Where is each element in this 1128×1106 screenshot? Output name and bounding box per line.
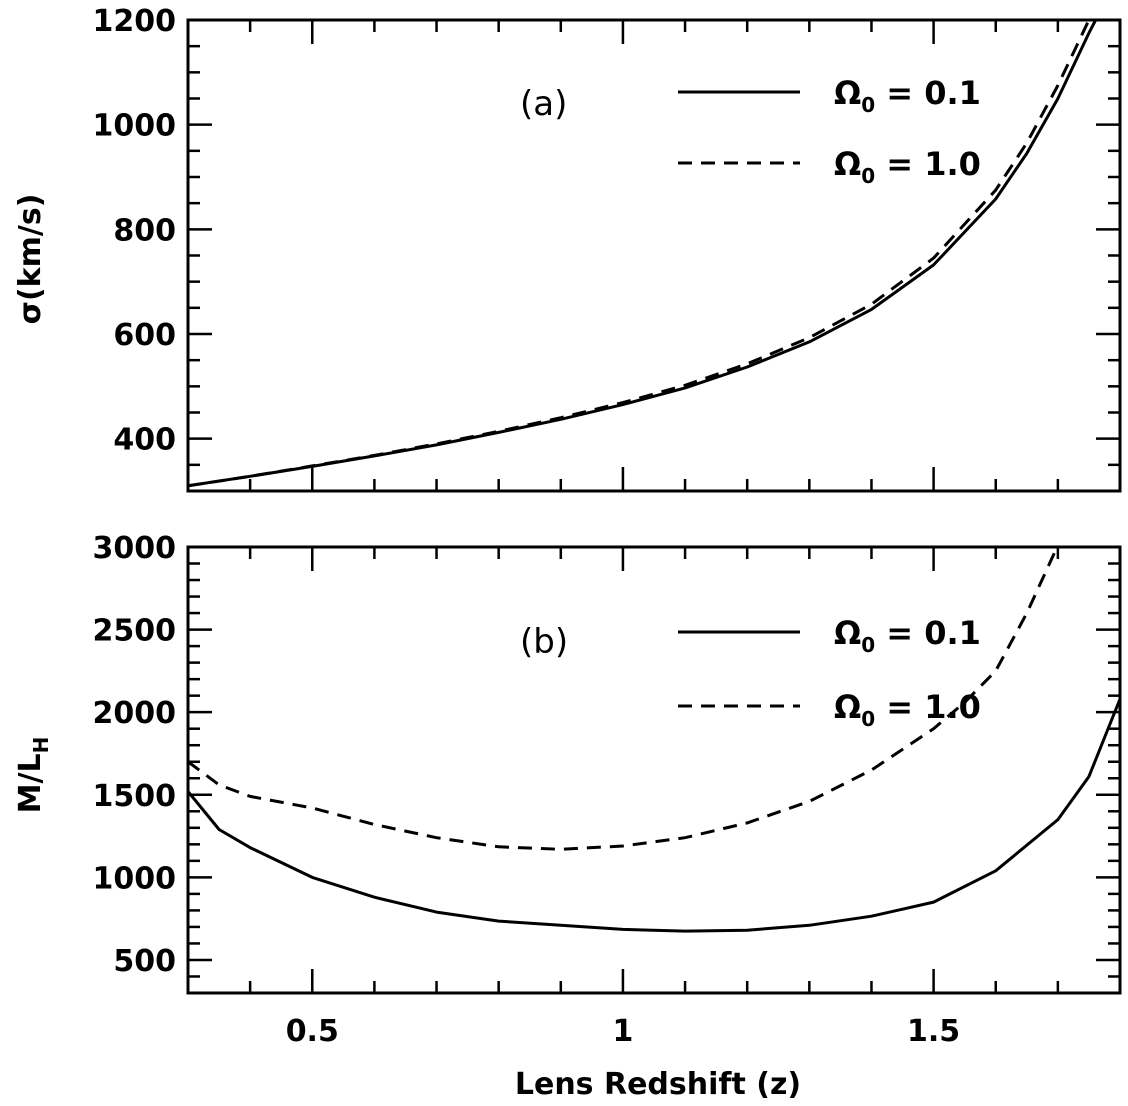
- legend-symbol: Ω: [834, 614, 861, 652]
- panel-a-legend-label: Ω0 = 1.0: [834, 145, 981, 188]
- panel-b-ytick-label: 2000: [93, 696, 177, 731]
- panel-b-ylabel-sub: H: [29, 737, 53, 754]
- panel-b-series-omega-0-1-line: [188, 698, 1120, 933]
- legend-symbol: Ω: [834, 74, 861, 112]
- panel-b-ylabel-main: M/L: [13, 753, 48, 813]
- legend-value: = 1.0: [875, 145, 981, 183]
- panel-a-ytick-label: 800: [113, 213, 176, 248]
- panel-b-legend-label: Ω0 = 0.1: [834, 614, 981, 657]
- x-tick-label: 1.5: [907, 1014, 960, 1049]
- legend-value: = 0.1: [875, 74, 981, 112]
- panel-b-ytick-label: 3000: [93, 531, 177, 566]
- legend-symbol: Ω: [834, 145, 861, 183]
- panel-a-ylabel: σ(km/s): [13, 194, 48, 325]
- legend-value: = 1.0: [875, 688, 981, 726]
- panel-a-ytick-label: 1000: [93, 109, 177, 144]
- panel-b-series-omega-1-0-line: [188, 547, 1059, 851]
- legend-value: = 0.1: [875, 614, 981, 652]
- legend-subscript: 0: [861, 93, 875, 117]
- panel-b-ylabel: M/LH: [13, 737, 53, 814]
- panel-b-frame: [186, 545, 1122, 995]
- panel-a-ytick-label: 400: [113, 423, 176, 458]
- panel-b-tag: (b): [520, 622, 568, 662]
- panel-a-ytick-label: 1200: [93, 4, 177, 39]
- panel-b-ytick-label: 500: [113, 944, 176, 979]
- legend-symbol: Ω: [834, 688, 861, 726]
- panel-a-series-omega-1-0-line: [188, 20, 1097, 488]
- legend-subscript: 0: [861, 707, 875, 731]
- panel-b-legend-label: Ω0 = 1.0: [834, 688, 981, 731]
- legend-subscript: 0: [861, 633, 875, 657]
- panel-a-legend-label: Ω0 = 0.1: [834, 74, 981, 117]
- x-axis-title: Lens Redshift (z): [515, 1067, 801, 1102]
- legend-subscript: 0: [861, 164, 875, 188]
- panel-a-tag: (a): [520, 84, 567, 124]
- panel-b-ytick-label: 1000: [93, 861, 177, 896]
- x-tick-label: 0.5: [286, 1014, 339, 1049]
- panel-a-ytick-label: 600: [113, 318, 176, 353]
- panel-a-series-omega-0-1-line: [188, 20, 1098, 488]
- x-tick-label: 1: [612, 1014, 633, 1049]
- panel-b-ytick-label: 2500: [93, 614, 177, 649]
- panel-b-ytick-label: 1500: [93, 779, 177, 814]
